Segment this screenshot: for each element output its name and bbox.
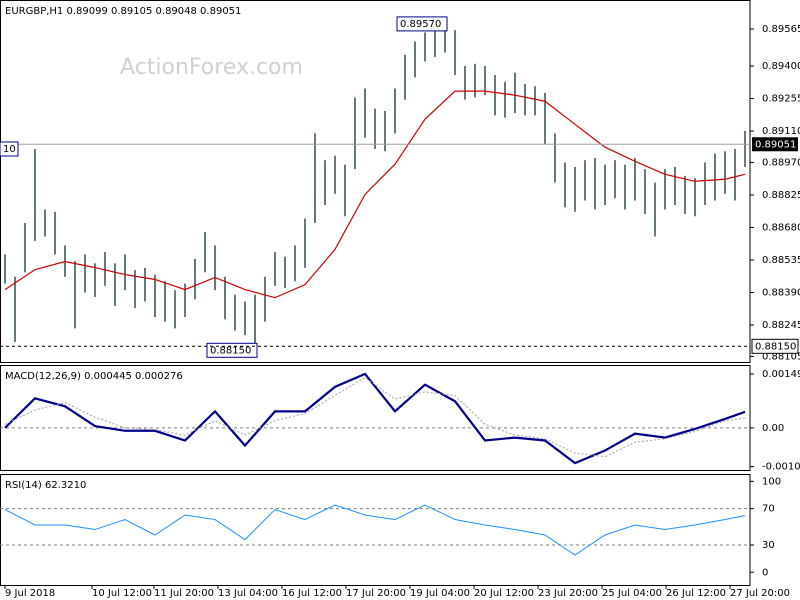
indicator-line [4, 376, 746, 458]
panel-title: RSI(14) 62.3210 [5, 480, 86, 491]
y-tick-label: 0.89400 [762, 61, 800, 72]
y-tick-label: 0.89255 [762, 94, 800, 105]
y-tick-label: 0.001498 [762, 369, 800, 380]
y-tick-label: 70 [762, 504, 775, 515]
indicator-line [4, 504, 746, 556]
last-price-label: 0.89051 [755, 139, 796, 150]
y-tick-label: 0 [762, 567, 768, 578]
y-tick-label: 0.88970 [762, 157, 800, 168]
x-tick-label: 20 Jul 12:00 [474, 588, 534, 599]
moving-average [4, 90, 746, 299]
watermark: ActionForex.com [120, 55, 303, 80]
annotation-box [206, 342, 258, 358]
y-tick-label: 30 [762, 540, 775, 551]
x-tick-label: 13 Jul 04:00 [218, 588, 278, 599]
last-price-box [752, 137, 798, 152]
x-tick-label: 10 Jul 12:00 [92, 588, 152, 599]
left-tag-box [0, 141, 19, 157]
y-tick-label: 0.88390 [762, 287, 800, 298]
y-tick-label: 0.88535 [762, 255, 800, 266]
annotation-axis-box [751, 338, 799, 354]
annotation-axis-label: 0.88150 [755, 341, 796, 352]
panel-title: EURGBP,H1 0.89099 0.89105 0.89048 0.8905… [5, 6, 241, 17]
y-tick-label: 0.89565 [762, 24, 800, 35]
x-tick-label: 16 Jul 12:00 [282, 588, 342, 599]
price-panel [0, 0, 751, 363]
y-tick-label: 0.00 [762, 423, 784, 434]
x-tick-label: 23 Jul 20:00 [538, 588, 598, 599]
x-tick-label: 25 Jul 04:00 [602, 588, 662, 599]
y-tick-label: 0.88680 [762, 222, 800, 233]
annotation-label: 0.88150 [210, 345, 251, 356]
x-tick-label: 27 Jul 20:00 [730, 588, 790, 599]
left-tag-label: 10 [3, 144, 16, 155]
x-tick-label: 17 Jul 20:00 [346, 588, 406, 599]
x-tick-label: 19 Jul 04:00 [410, 588, 470, 599]
x-tick-label: 11 Jul 20:00 [154, 588, 214, 599]
y-tick-label: 0.88825 [762, 190, 800, 201]
indicator-line [4, 372, 746, 465]
y-tick-label: -0.001077 [762, 462, 800, 473]
x-tick-label: 9 Jul 2018 [5, 588, 55, 599]
rsi-panel [0, 474, 751, 586]
annotation-label: 0.89570 [400, 19, 441, 30]
y-tick-label: 0.88245 [762, 320, 800, 331]
x-tick-label: 26 Jul 12:00 [666, 588, 726, 599]
panel-title: MACD(12,26,9) 0.000445 0.000276 [5, 371, 183, 382]
y-tick-label: 100 [762, 476, 781, 487]
y-tick-label: 0.88105 [762, 351, 800, 362]
macd-panel [0, 365, 751, 471]
y-tick-label: 0.89110 [762, 126, 800, 137]
annotation-box [396, 16, 448, 32]
